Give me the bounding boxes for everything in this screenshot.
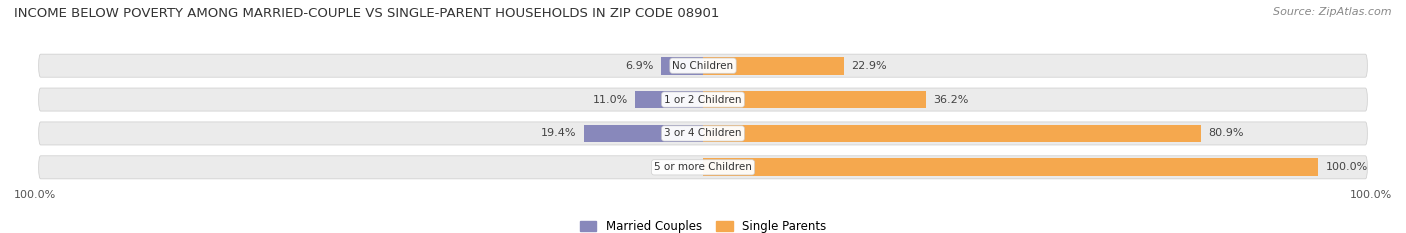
Bar <box>583 124 703 142</box>
Text: 80.9%: 80.9% <box>1208 128 1243 138</box>
Text: 5 or more Children: 5 or more Children <box>654 162 752 172</box>
Text: No Children: No Children <box>672 61 734 71</box>
Text: 0.0%: 0.0% <box>668 162 696 172</box>
Text: 6.9%: 6.9% <box>624 61 654 71</box>
Bar <box>703 158 1319 176</box>
Bar <box>703 124 1201 142</box>
Text: 3 or 4 Children: 3 or 4 Children <box>664 128 742 138</box>
Text: 100.0%: 100.0% <box>1326 162 1368 172</box>
Text: Source: ZipAtlas.com: Source: ZipAtlas.com <box>1274 7 1392 17</box>
FancyBboxPatch shape <box>38 54 1367 77</box>
Legend: Married Couples, Single Parents: Married Couples, Single Parents <box>579 220 827 233</box>
FancyBboxPatch shape <box>38 156 1367 179</box>
FancyBboxPatch shape <box>38 122 1367 145</box>
Bar <box>636 91 703 109</box>
Text: 100.0%: 100.0% <box>1350 190 1392 200</box>
FancyBboxPatch shape <box>38 88 1367 111</box>
Text: INCOME BELOW POVERTY AMONG MARRIED-COUPLE VS SINGLE-PARENT HOUSEHOLDS IN ZIP COD: INCOME BELOW POVERTY AMONG MARRIED-COUPL… <box>14 7 720 20</box>
Bar <box>661 57 703 75</box>
Bar <box>703 57 844 75</box>
Text: 19.4%: 19.4% <box>541 128 576 138</box>
Text: 100.0%: 100.0% <box>14 190 56 200</box>
Bar <box>703 91 925 109</box>
Text: 22.9%: 22.9% <box>851 61 887 71</box>
Text: 1 or 2 Children: 1 or 2 Children <box>664 95 742 105</box>
Text: 36.2%: 36.2% <box>934 95 969 105</box>
Text: 11.0%: 11.0% <box>593 95 628 105</box>
